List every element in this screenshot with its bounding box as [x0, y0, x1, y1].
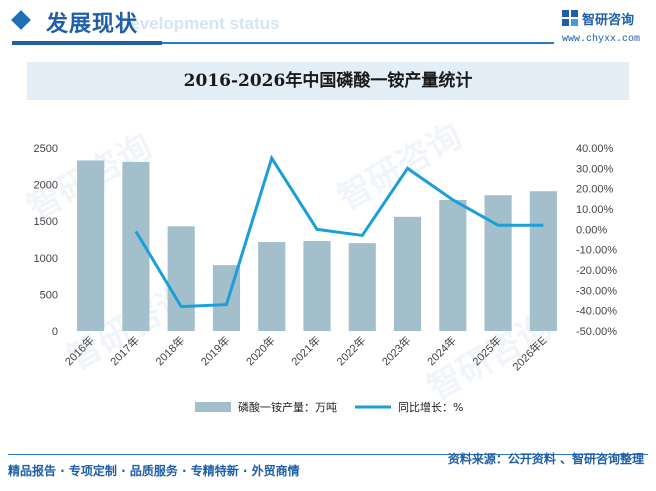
y-left-tick-label: 0: [52, 326, 58, 338]
x-tick-label: 2019年: [198, 333, 233, 368]
header-rule-accent: [12, 41, 162, 45]
footer-rule: [8, 454, 648, 455]
y-left-tick-label: 500: [40, 289, 58, 301]
bar: [167, 226, 195, 331]
bar: [348, 243, 376, 331]
y-right-tick-label: -30.00%: [576, 285, 617, 297]
x-tick-label: 2017年: [107, 333, 142, 368]
growth-line: [134, 154, 544, 309]
header: Development status 发展现状: [0, 0, 656, 48]
y-right-tick-label: 10.00%: [576, 204, 614, 216]
legend-bar-label: 磷酸一铵产量：万吨: [238, 400, 337, 414]
legend-bar-swatch: [195, 402, 231, 412]
y-right-tick-label: 40.00%: [576, 143, 614, 155]
bar: [484, 195, 512, 331]
bar: [77, 160, 105, 331]
footer-source: 资料来源：公开资料 、智研咨询整理: [447, 452, 644, 466]
legend-line-label: 同比增长：%: [398, 400, 463, 414]
y-right-tick-label: 20.00%: [576, 184, 614, 196]
x-tick-label: 2021年: [288, 333, 323, 368]
x-tick-label: 2023年: [379, 333, 414, 368]
brand-name: 智研咨询: [582, 13, 635, 28]
brand-url: www.chyxx.com: [562, 34, 641, 45]
bar: [439, 199, 467, 331]
brand-logo-icon: [562, 10, 578, 26]
y-left-tick-label: 2000: [34, 180, 58, 192]
bar: [393, 216, 422, 331]
header-title: 发展现状: [46, 12, 139, 37]
x-tick-label: 2024年: [424, 333, 459, 368]
bar: [303, 240, 331, 331]
brand: 智研咨询 www.chyxx.com: [562, 8, 652, 48]
bar: [529, 191, 557, 331]
chart-title: 2016-2026年中国磷酸一铵产量统计: [183, 71, 473, 91]
x-tick-label: 2025年: [469, 333, 504, 368]
y-right-tick-label: -10.00%: [576, 245, 617, 257]
bar: [258, 242, 286, 331]
y-left-tick-label: 2500: [34, 143, 58, 155]
y-right-tick-label: -50.00%: [576, 326, 617, 338]
header-subtitle-en: Development status: [118, 14, 280, 33]
y-right-tick-label: -20.00%: [576, 265, 617, 277]
x-tick-label: 2026年E: [509, 333, 549, 373]
x-tick-label: 2022年: [333, 333, 368, 368]
x-tick-label: 2016年: [62, 333, 97, 368]
header-rule: [12, 42, 554, 44]
y-left-tick-label: 1000: [34, 253, 58, 265]
footer-slogan: 精品报告 · 专项定制 · 品质服务 · 专精特新 · 外贸商情: [8, 464, 300, 478]
y-right-tick-label: 30.00%: [576, 163, 614, 175]
y-right-tick-label: -40.00%: [576, 306, 617, 318]
x-tick-label: 2020年: [243, 333, 278, 368]
chart-title-box: 2016-2026年中国磷酸一铵产量统计: [27, 62, 629, 100]
y-left-tick-label: 1500: [34, 216, 58, 228]
x-tick-label: 2018年: [152, 333, 187, 368]
y-right-tick-label: 0.00%: [576, 224, 607, 236]
